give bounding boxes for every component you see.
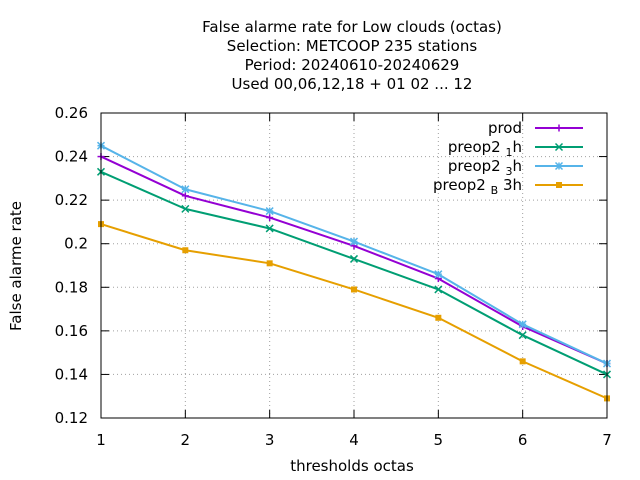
series-lines [96,141,612,402]
legend-label-suffix: 3h [498,176,522,194]
data-point [555,124,563,132]
title-line: Period: 20240610-20240629 [245,56,460,74]
data-point [265,207,274,216]
x-tick-label: 2 [181,431,191,449]
y-tick-label: 0.12 [55,409,88,427]
series-1 [96,167,612,379]
legend-label-text: preop2 [433,176,491,194]
chart-title: False alarme rate for Low clouds (octas)… [202,18,502,93]
legend-label-subscript: B [491,184,499,197]
title-line: Selection: METCOOP 235 stations [227,37,478,55]
title-line: Used 00,06,12,18 + 01 02 ... 12 [232,75,473,93]
legend-label: preop2 3h [448,157,522,178]
y-tick-label: 0.16 [55,322,88,340]
y-axis-label: False alarme rate [7,201,25,331]
legend-label-suffix: h [512,157,522,175]
legend-label-text: prod [488,119,522,137]
data-point [351,286,357,293]
data-point [518,331,527,340]
y-axis-ticks: 0.12 0.14 0.16 0.18 0.2 0.22 0.24 0.26 [55,104,607,427]
legend-entry: preop2 3h [448,157,583,178]
legend-label-text: preop2 [448,138,506,156]
x-tick-label: 6 [518,431,528,449]
x-tick-label: 7 [602,431,612,449]
legend-label-subscript: 1 [505,146,512,159]
data-point [349,254,359,263]
legend-label-text: preop2 [448,157,506,175]
legend-label: preop2 B 3h [433,176,522,197]
x-tick-label: 5 [434,431,444,449]
data-point [182,247,189,254]
legend-entry: preop2 1h [448,138,583,159]
data-point [435,314,442,321]
series-line [100,223,608,400]
data-point [181,192,189,200]
data-point [554,142,564,152]
plot-frame [100,112,608,419]
y-tick-label: 0.24 [55,148,88,166]
data-point [266,214,274,222]
data-point [519,358,526,365]
legend-label-subscript: 3 [505,165,512,178]
x-tick-label: 3 [265,431,275,449]
data-point [434,270,443,279]
y-tick-label: 0.26 [55,104,88,122]
data-point [181,185,190,194]
legend-label-suffix: h [512,138,522,156]
data-point [554,161,564,171]
y-tick-label: 0.18 [55,278,88,296]
data-point [349,237,359,246]
y-tick-label: 0.22 [55,191,88,209]
y-tick-label: 0.2 [64,235,88,253]
title-line: False alarme rate for Low clouds (octas) [202,18,502,36]
data-point [434,285,443,294]
data-point [266,260,273,267]
data-point [181,204,190,213]
x-tick-label: 1 [96,431,106,449]
series-line [100,155,608,365]
legend-entry: prod [488,119,583,137]
x-tick-label: 4 [349,431,359,449]
legend-entry: preop2 B 3h [433,176,583,197]
data-point [265,224,274,233]
grid-lines [101,113,607,418]
x-axis-label: thresholds octas [290,457,414,475]
legend-label: preop2 1h [448,138,522,159]
data-point [556,182,562,188]
y-tick-label: 0.14 [55,365,88,383]
legend-label: prod [488,119,522,137]
data-point [518,320,527,329]
